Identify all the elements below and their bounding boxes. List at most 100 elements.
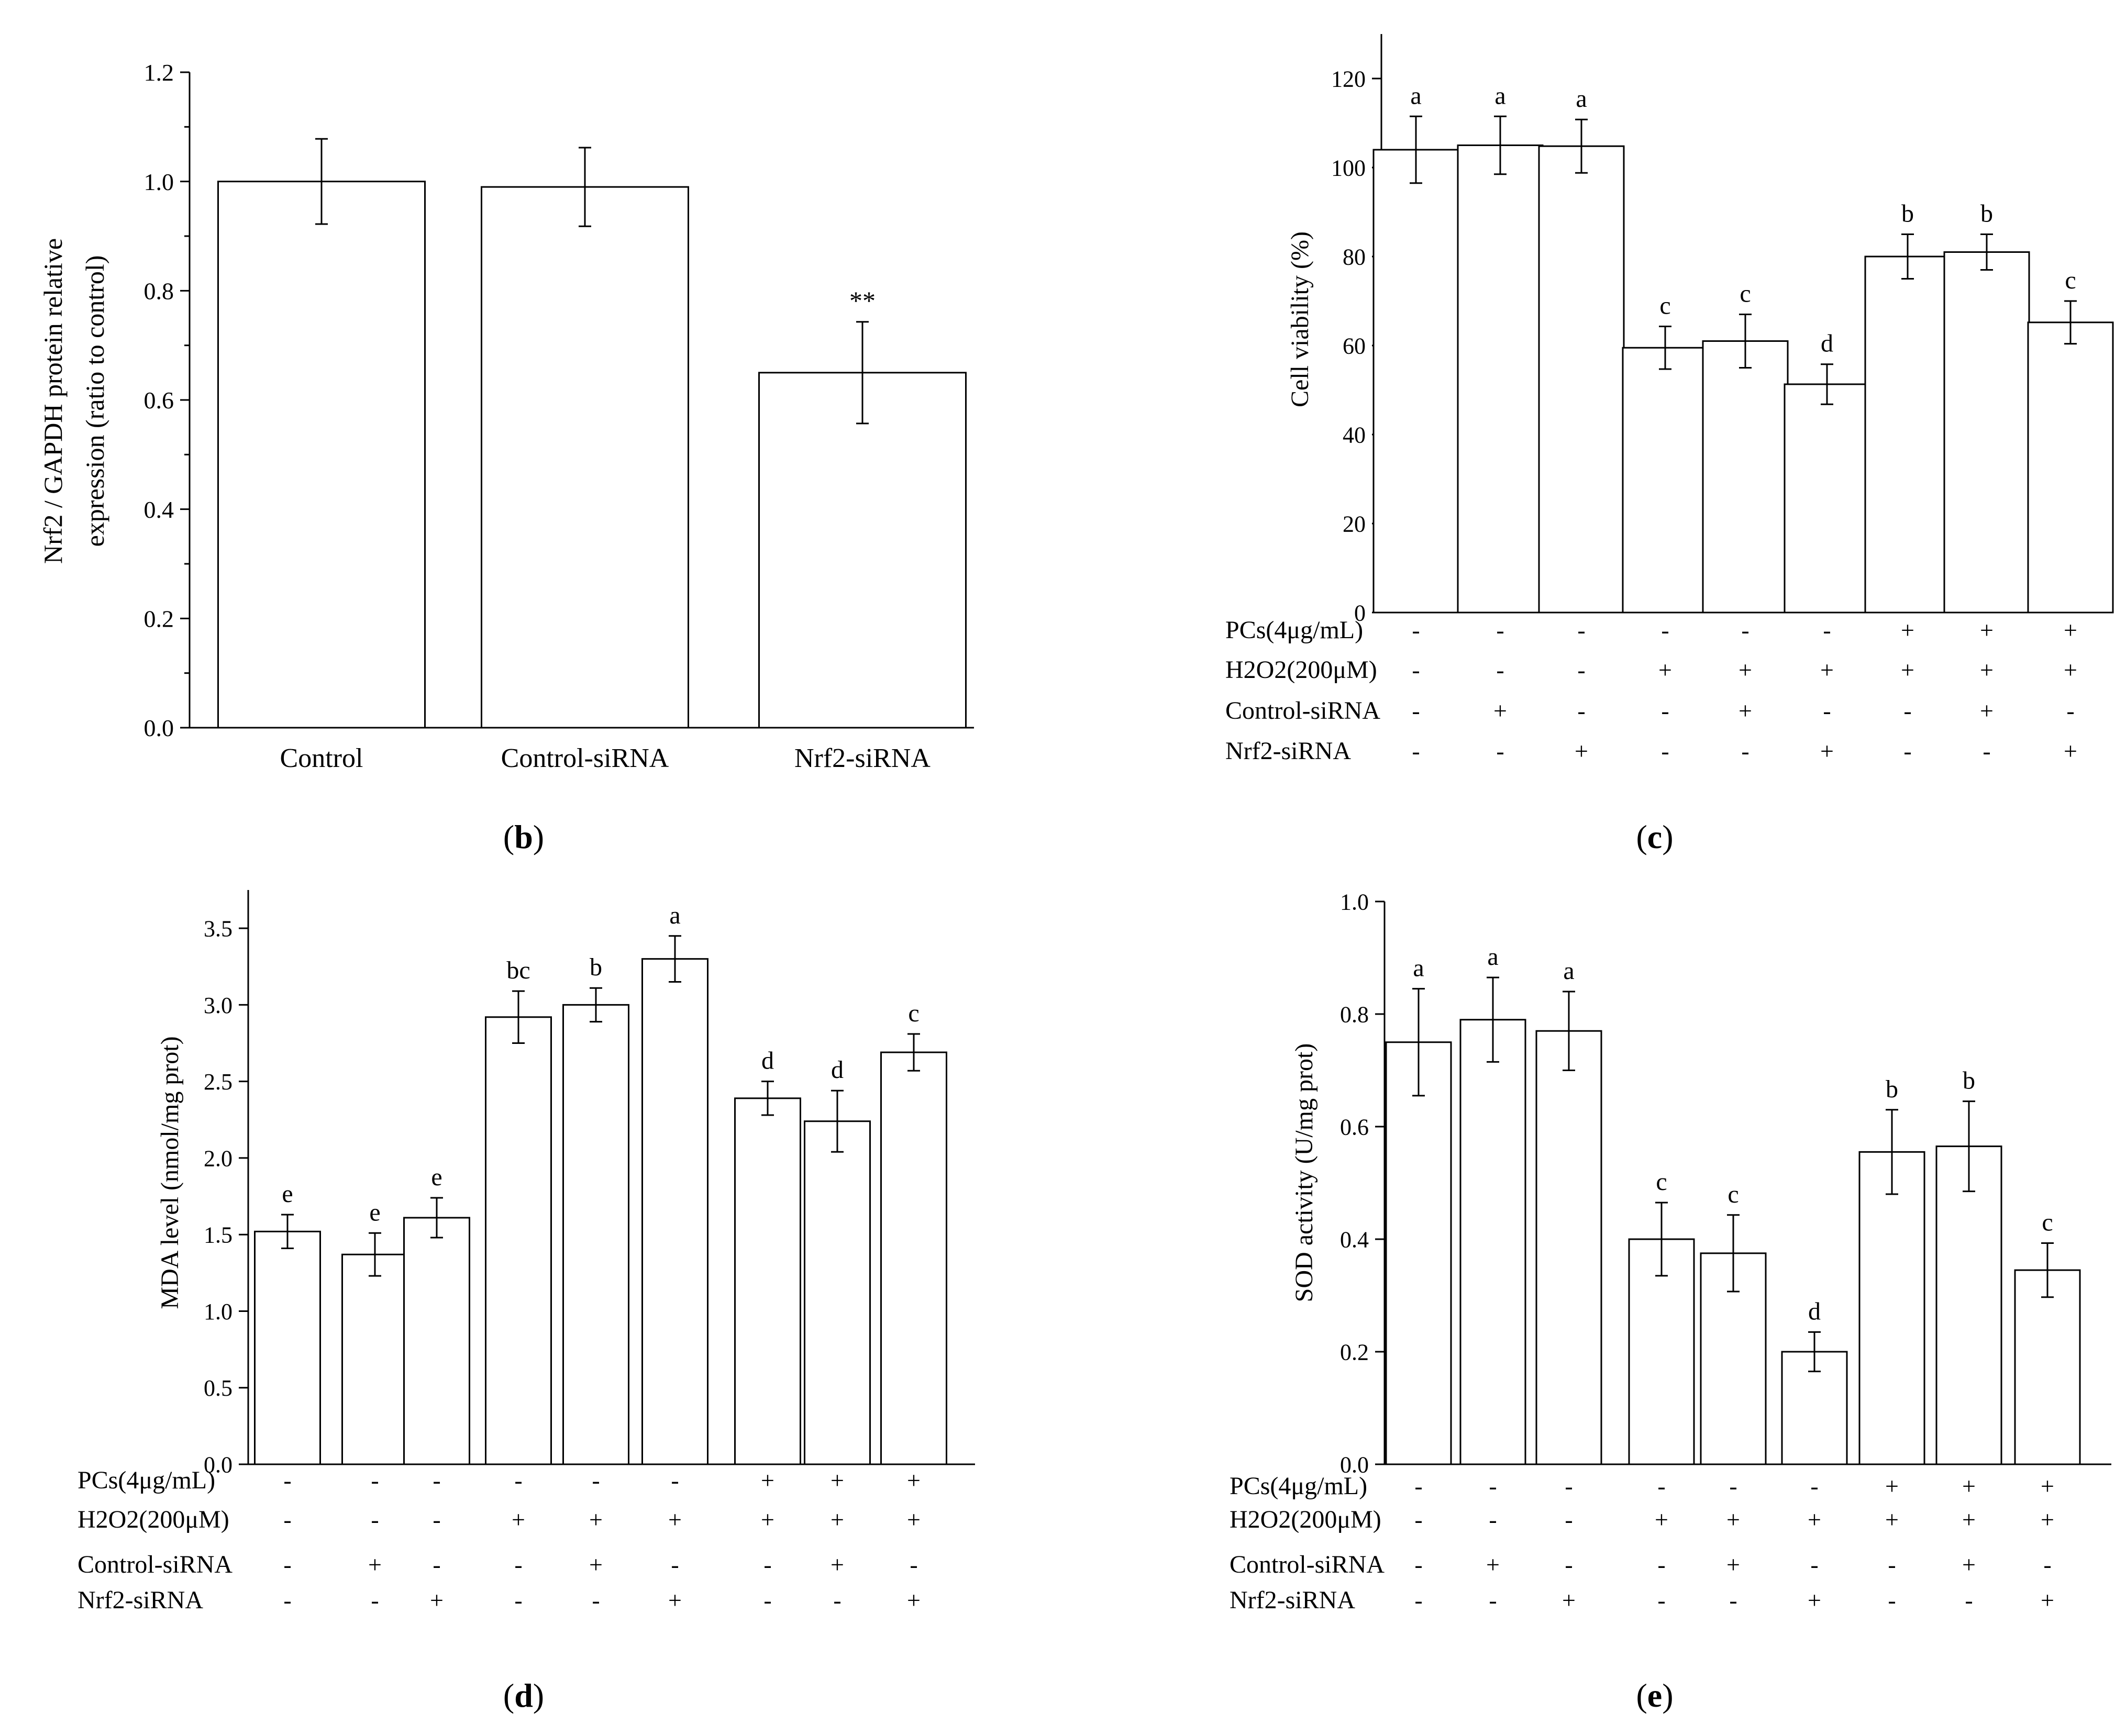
panel-paren: ) <box>1662 1677 1673 1714</box>
panel-letter: e <box>1647 1677 1662 1714</box>
bar <box>1385 1041 1452 1465</box>
treatment-sign: + <box>761 1506 774 1533</box>
treatment-sign: + <box>1820 738 1834 764</box>
treatment-sign: + <box>1575 738 1588 764</box>
treatment-sign: - <box>283 1467 291 1494</box>
treatment-sign: - <box>592 1587 600 1613</box>
significance-label: e <box>431 1163 442 1191</box>
bar <box>1457 144 1544 614</box>
treatment-sign: + <box>1739 656 1752 683</box>
treatment-sign: + <box>1820 656 1834 683</box>
panel-label: (c) <box>1636 818 1673 855</box>
bar <box>734 1097 801 1465</box>
treatment-sign: + <box>1962 1473 1976 1499</box>
treatment-sign: + <box>668 1587 682 1613</box>
treatment-sign: - <box>1888 1551 1896 1578</box>
y-tick-label: 0.8 <box>144 277 174 304</box>
treatment-sign: - <box>1661 738 1669 764</box>
y-tick-label: 1.2 <box>144 59 174 86</box>
treatment-sign: - <box>1496 738 1504 764</box>
y-tick-label: 20 <box>1343 511 1366 537</box>
treatment-sign: + <box>907 1506 921 1533</box>
chart-panel-e: 0.0 0.2 0.4 0.6 0.8 1.0 SOD activity (U/mg pro… <box>1230 889 2111 1714</box>
y-tick-label: 1.5 <box>204 1222 232 1248</box>
treatment-row-label: H2O2(200μM) <box>1230 1506 1381 1533</box>
significance-label: a <box>1576 85 1587 113</box>
bar <box>2014 1269 2081 1465</box>
bar <box>880 1051 947 1465</box>
treatment-sign: - <box>1577 617 1585 643</box>
treatment-sign: - <box>1412 617 1420 643</box>
treatment-sign: - <box>833 1587 841 1613</box>
treatment-sign: - <box>1888 1587 1896 1613</box>
treatment-sign: + <box>831 1467 844 1494</box>
bar <box>1935 1145 2002 1465</box>
treatment-sign: + <box>2041 1587 2054 1613</box>
treatment-sign: + <box>512 1506 525 1533</box>
treatment-sign: - <box>1496 617 1504 643</box>
significance-label: c <box>2065 266 2076 294</box>
y-tick-label: 120 <box>1331 66 1366 92</box>
significance-label: a <box>1487 943 1498 971</box>
treatment-sign: + <box>368 1551 382 1578</box>
treatment-sign: + <box>1962 1551 1976 1578</box>
y-tick-label: 0.4 <box>1340 1227 1369 1252</box>
significance-label: e <box>369 1198 380 1226</box>
treatment-sign: + <box>761 1467 774 1494</box>
bar <box>1538 145 1625 614</box>
treatment-sign: - <box>1729 1587 1737 1613</box>
y-axis-label: Nrf2 / GAPDH protein relative <box>38 238 68 564</box>
bar <box>1372 149 1459 614</box>
treatment-sign: + <box>907 1587 921 1613</box>
x-category-label: Nrf2-siRNA <box>794 743 931 773</box>
significance-label: ** <box>849 286 876 315</box>
treatment-row-label: Nrf2-siRNA <box>77 1586 203 1614</box>
treatment-sign: - <box>1489 1473 1497 1499</box>
bar <box>1864 255 1951 614</box>
significance-label: b <box>1963 1067 1975 1095</box>
treatment-sign: - <box>433 1506 440 1533</box>
significance-label: d <box>761 1047 774 1075</box>
treatment-sign: - <box>1414 1587 1422 1613</box>
treatment-sign: - <box>1412 697 1420 724</box>
treatment-sign: - <box>1414 1473 1422 1499</box>
treatment-sign: + <box>668 1506 682 1533</box>
treatment-sign: + <box>1980 656 1994 683</box>
treatment-sign: - <box>433 1551 440 1578</box>
treatment-sign: + <box>1562 1587 1576 1613</box>
treatment-sign: + <box>1901 656 1914 683</box>
treatment-sign: - <box>1823 697 1831 724</box>
bar <box>641 958 708 1465</box>
treatment-sign: - <box>1414 1551 1422 1578</box>
treatment-row-label: PCs(4μg/mL) <box>1230 1472 1367 1500</box>
y-tick-label: 1.0 <box>144 169 174 195</box>
treatment-sign: - <box>763 1587 771 1613</box>
y-tick-label: 0.8 <box>1340 1001 1369 1027</box>
y-tick-label: 0.6 <box>144 387 174 414</box>
treatment-sign: - <box>1983 738 1990 764</box>
y-tick-label: 2.5 <box>204 1069 232 1095</box>
panel-letter: d <box>514 1677 533 1714</box>
treatment-sign: + <box>1726 1551 1740 1578</box>
panel-label: (b) <box>503 818 544 855</box>
bar <box>481 186 689 729</box>
panel-letter: b <box>514 818 533 855</box>
treatment-sign: + <box>1980 617 1994 643</box>
treatment-sign: - <box>1657 1473 1665 1499</box>
significance-label: c <box>2042 1209 2053 1237</box>
significance-label: d <box>1808 1297 1821 1325</box>
bar <box>1535 1030 1602 1465</box>
panel-label: (d) <box>503 1677 544 1714</box>
treatment-sign: + <box>1493 697 1507 724</box>
treatment-sign: - <box>1489 1506 1497 1533</box>
treatment-row-label: PCs(4μg/mL) <box>77 1466 215 1494</box>
treatment-row-label: Nrf2-siRNA <box>1225 737 1351 765</box>
y-axis-label: Cell viability (%) <box>1286 231 1314 407</box>
treatment-sign: - <box>2066 697 2074 724</box>
chart-panel-d: 0.0 0.5 1.0 1.5 2.0 2.5 3.0 3.5 MDA level (nmol/… <box>77 890 975 1714</box>
y-tick-label: 0.2 <box>1340 1339 1369 1365</box>
y-tick-label: 100 <box>1331 155 1366 181</box>
y-tick-label: 1.0 <box>204 1299 232 1325</box>
treatment-sign: - <box>371 1587 379 1613</box>
y-tick-label: 3.5 <box>204 916 232 942</box>
